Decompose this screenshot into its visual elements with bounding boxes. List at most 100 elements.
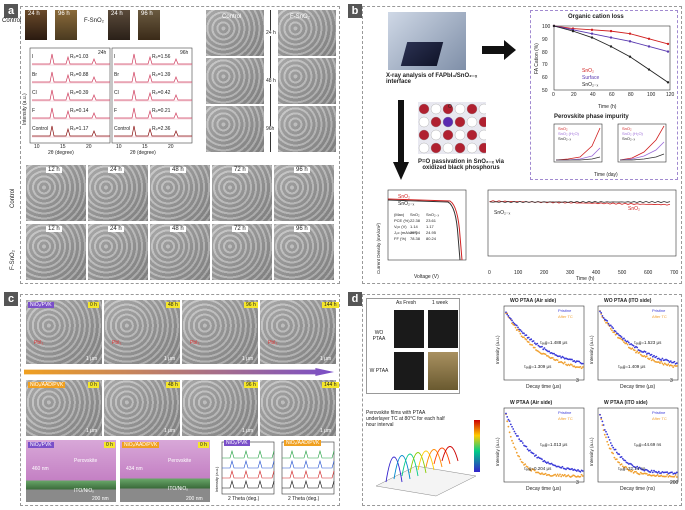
decay-legend-pristine: Pristine	[652, 410, 665, 415]
decay-point-pristine	[510, 318, 512, 320]
fa-title: Organic cation loss	[568, 14, 624, 20]
decay-point-pristine	[666, 471, 668, 473]
decay-point-pristine	[522, 442, 524, 444]
d-col-week: 1 week	[432, 300, 448, 306]
decay-point-pristine	[652, 471, 654, 473]
xrd-row-rp: Rₚ=1.03	[70, 54, 88, 60]
decay-point-pristine	[506, 314, 508, 316]
fa-point	[667, 43, 669, 45]
fa-point	[591, 32, 593, 34]
jv-table-cell: (Max)	[394, 212, 404, 217]
decay-point-after	[545, 473, 547, 475]
decay-point-pristine	[508, 315, 510, 317]
decay-ylabel: Intensity (a.u.)	[589, 335, 594, 364]
xrd-left-tick-0: 10	[34, 144, 40, 150]
panel-label-b: b	[348, 4, 362, 18]
xrd-row-name: Control	[114, 126, 130, 132]
xrd-left-xlabel: 2θ (degree)	[48, 150, 74, 156]
sem-grid-control-label: Control	[222, 14, 241, 20]
d-photo-wo-fresh	[394, 310, 424, 348]
c-row1-scale: 1 μm	[320, 356, 331, 362]
decay-point-pristine	[651, 354, 653, 356]
decay-point-after	[676, 365, 678, 367]
decay-plot	[496, 400, 586, 496]
decay-point-after	[518, 456, 520, 458]
decay-point-pristine	[526, 334, 528, 336]
decay-point-pristine	[582, 363, 584, 365]
decay-point-pristine	[668, 360, 670, 362]
c-row1-time: 0 h	[88, 302, 99, 308]
stability-xtick: 100	[514, 270, 522, 276]
decay-point-after	[571, 364, 573, 366]
decay-legend-after: After TC	[652, 416, 667, 421]
decay-xlabel: Decay time (μs)	[526, 486, 561, 492]
jv-ylabel: Current Density (mA/cm²)	[376, 223, 381, 274]
decay-point-after	[605, 436, 607, 438]
decay-point-pristine	[529, 450, 531, 452]
fa-xtick: 20	[571, 92, 577, 98]
decay-point-pristine	[653, 355, 655, 357]
fa-point	[667, 50, 669, 52]
decay-point-after	[634, 349, 636, 351]
fa-xtick: 40	[590, 92, 596, 98]
c-row2-scale: 1 μm	[320, 428, 331, 434]
fa-point	[591, 36, 593, 38]
stability-xtick: 200	[540, 270, 548, 276]
photo-label-96h-b: 96 h	[141, 11, 153, 17]
decay-point-pristine	[611, 326, 613, 328]
xrd-row-name: Control	[32, 126, 48, 132]
decay-point-after	[554, 474, 556, 476]
sem-strip-control-time: 12 h	[46, 167, 62, 173]
c-row1-time: 48 h	[166, 302, 180, 308]
impurity-title: Perovskite phase impurity	[554, 114, 629, 120]
decay-xmax: 3	[576, 378, 579, 384]
fa-ytick: 50	[542, 88, 548, 94]
sem-strip-control-time: 72 h	[232, 167, 248, 173]
crystal-illustration	[418, 102, 486, 154]
fa-point	[648, 38, 650, 40]
decay-point-after	[646, 355, 648, 357]
atom	[443, 117, 453, 127]
sem-strip-fsno2-time: 48 h	[170, 226, 186, 232]
decay-point-pristine	[547, 461, 549, 463]
c-row1-scale: 1 μm	[86, 356, 97, 362]
decay-point-pristine	[605, 431, 607, 433]
decay-xlabel: Decay time (μs)	[620, 384, 655, 390]
decay-point-pristine	[621, 336, 623, 338]
fa-xtick: 120	[666, 92, 674, 98]
decay-point-after	[523, 336, 525, 338]
atom	[455, 117, 465, 127]
c-row1-sem	[26, 300, 102, 364]
c-row1-annotation: PbI₂	[34, 340, 43, 346]
decay-point-pristine	[515, 433, 517, 435]
decay-point-after	[618, 462, 620, 464]
xrd-row-name: Br	[32, 72, 37, 78]
jv-table-cell: FF (%)	[394, 236, 406, 241]
decay-point-pristine	[612, 447, 614, 449]
decay-point-after	[514, 446, 516, 448]
fa-xtick: 80	[628, 92, 634, 98]
c-xrd-2	[278, 440, 336, 502]
sem-grid-f-48	[278, 58, 336, 104]
photo-label-control: Control	[2, 18, 21, 24]
xrd-right-chart	[108, 46, 198, 156]
panel-label-c: c	[4, 292, 18, 306]
decay-point-pristine	[606, 320, 608, 322]
c-row1-tag: NiOₓ/PVK	[28, 302, 54, 308]
decay-point-after	[668, 363, 670, 365]
decay-xlabel: Decay time (ns)	[620, 486, 655, 492]
sem-grid-ctrl-48	[206, 58, 264, 104]
decay-point-pristine	[610, 442, 612, 444]
decay-point-pristine	[670, 360, 672, 362]
fa-point	[553, 25, 555, 27]
xrd-row-rp: Rₚ=0.21	[152, 108, 170, 114]
decay-point-pristine	[658, 471, 660, 473]
stability-xtick: 300	[566, 270, 574, 276]
fa-legend-1: Surface	[582, 75, 599, 81]
fa-point	[610, 45, 612, 47]
sem-strip-control-time: 96 h	[294, 167, 310, 173]
xrd-left-corner: 24h	[98, 50, 106, 56]
decay-point-pristine	[520, 329, 522, 331]
decay-point-after	[614, 457, 616, 459]
decay-point-after	[516, 452, 518, 454]
